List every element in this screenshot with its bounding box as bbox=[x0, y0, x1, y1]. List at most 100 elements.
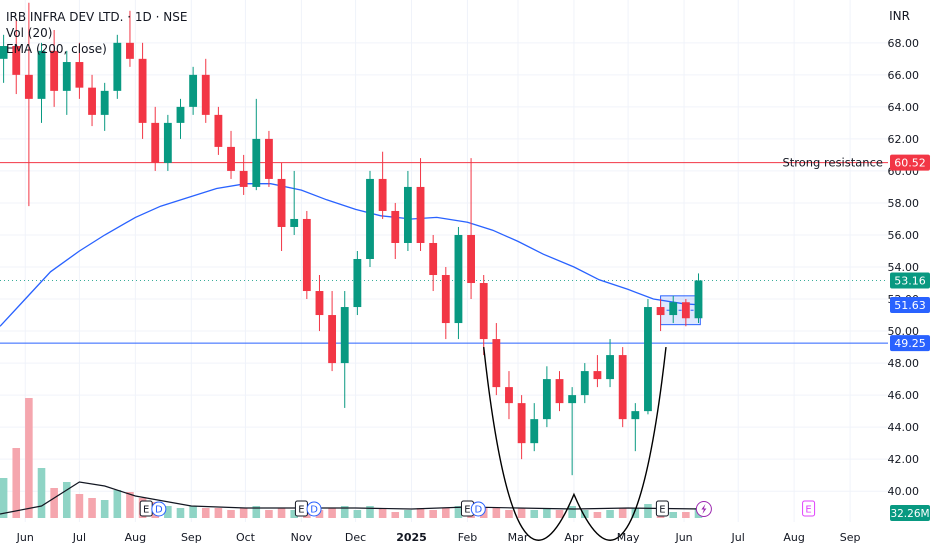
candle bbox=[631, 403, 640, 452]
volume-bar bbox=[517, 508, 526, 518]
y-tick-label: 56.00 bbox=[888, 229, 920, 242]
earnings-marker[interactable]: E bbox=[294, 500, 308, 517]
volume-bar bbox=[277, 508, 286, 518]
flash-icon-bolt bbox=[701, 504, 707, 514]
candle bbox=[593, 355, 602, 388]
candle bbox=[227, 130, 235, 179]
candle bbox=[606, 339, 614, 388]
x-tick-label: May bbox=[617, 531, 640, 544]
volume-bar bbox=[454, 506, 463, 518]
volume-bar bbox=[12, 448, 21, 518]
dividend-marker-circle bbox=[306, 501, 322, 517]
dividend-marker[interactable]: D bbox=[306, 501, 322, 517]
candle bbox=[530, 403, 539, 452]
volume-bar bbox=[593, 512, 602, 518]
volume-bar bbox=[50, 488, 58, 518]
candle bbox=[479, 275, 488, 356]
flash-icon[interactable] bbox=[695, 501, 712, 517]
earnings-marker-letter: E bbox=[298, 505, 304, 516]
volume-bar bbox=[0, 478, 8, 518]
volume-bar bbox=[113, 490, 122, 518]
candle bbox=[669, 295, 678, 324]
x-tick-label: Jul bbox=[731, 531, 745, 544]
candle bbox=[580, 363, 589, 404]
resistance-price-tag-text: 60.52 bbox=[894, 157, 926, 170]
x-tick-label: Aug bbox=[125, 531, 146, 544]
candle-body bbox=[530, 419, 539, 444]
support-price-tag-bg bbox=[890, 335, 930, 352]
volume-bar bbox=[353, 510, 362, 518]
x-tick-label: Feb bbox=[458, 531, 477, 544]
y-tick-label: 42.00 bbox=[888, 453, 920, 466]
y-tick-label: 46.00 bbox=[888, 389, 920, 402]
volume-indicator-label[interactable]: Vol (20) bbox=[6, 26, 53, 40]
ema-indicator-label[interactable]: EMA (200, close) bbox=[6, 42, 107, 56]
y-tick-label: 40.00 bbox=[888, 485, 920, 498]
earnings-marker[interactable]: E bbox=[139, 500, 153, 517]
candle-body bbox=[467, 234, 475, 284]
candle bbox=[378, 151, 387, 219]
dividend-marker[interactable]: D bbox=[151, 501, 167, 517]
volume-bar bbox=[25, 398, 33, 518]
earnings-marker[interactable]: E bbox=[655, 500, 669, 517]
volume-bar bbox=[530, 510, 539, 518]
candle bbox=[100, 82, 109, 131]
ema-200-line bbox=[0, 183, 703, 327]
y-tick-label: 68.00 bbox=[888, 37, 920, 50]
candle bbox=[568, 387, 577, 476]
candle-body bbox=[694, 280, 703, 319]
candle bbox=[492, 323, 501, 396]
candle bbox=[681, 299, 690, 327]
volume-bar bbox=[543, 508, 551, 518]
volume-bar bbox=[252, 506, 261, 518]
earnings-marker[interactable]: E bbox=[802, 500, 816, 517]
y-tick-label: 54.00 bbox=[888, 261, 920, 274]
volume-bar bbox=[290, 510, 298, 518]
candle-body bbox=[0, 46, 8, 59]
dividend-marker[interactable]: D bbox=[470, 501, 486, 517]
candle bbox=[62, 50, 71, 115]
candle bbox=[37, 42, 46, 123]
candle-body bbox=[12, 46, 21, 75]
volume-bar bbox=[505, 510, 513, 518]
candle bbox=[542, 366, 551, 428]
candle-body bbox=[214, 114, 223, 147]
volume-tag: 32.26M bbox=[890, 505, 930, 521]
volume-bar bbox=[631, 508, 640, 518]
currency-label: INR bbox=[889, 9, 910, 23]
candle-body bbox=[669, 302, 678, 316]
candle bbox=[656, 299, 665, 332]
candle-body bbox=[580, 371, 589, 396]
resistance-label: Strong resistance bbox=[782, 156, 883, 170]
volume-bar bbox=[239, 508, 248, 518]
candle-body bbox=[302, 218, 311, 292]
candle-body bbox=[24, 74, 33, 99]
x-tick-label: Mar bbox=[508, 531, 529, 544]
ema-price-tag-bg bbox=[890, 296, 930, 313]
candle-body bbox=[618, 355, 627, 420]
candle-body bbox=[113, 42, 122, 91]
y-tick-label: 66.00 bbox=[888, 69, 920, 82]
candle-body bbox=[201, 74, 210, 115]
dividend-marker-circle bbox=[151, 501, 167, 517]
candle-body bbox=[265, 138, 273, 179]
candle bbox=[252, 98, 261, 191]
earnings-marker-box bbox=[655, 500, 669, 517]
candle-body bbox=[126, 42, 134, 59]
volume-tag-bg bbox=[890, 505, 930, 521]
candle-body bbox=[606, 355, 614, 380]
volume-tag-text: 32.26M bbox=[890, 508, 929, 520]
candle bbox=[694, 273, 703, 324]
symbol-title[interactable]: IRB INFRA DEV LTD. · 1D · NSE bbox=[6, 10, 188, 24]
volume-bar bbox=[416, 508, 425, 518]
candle-body bbox=[631, 411, 640, 420]
candle bbox=[265, 130, 273, 187]
candle bbox=[138, 42, 147, 139]
candle bbox=[151, 106, 160, 171]
volume-bar bbox=[164, 506, 172, 518]
candle bbox=[113, 34, 122, 99]
candle-body bbox=[239, 170, 248, 187]
candle bbox=[416, 158, 425, 251]
cup-pattern-curve bbox=[483, 346, 667, 541]
